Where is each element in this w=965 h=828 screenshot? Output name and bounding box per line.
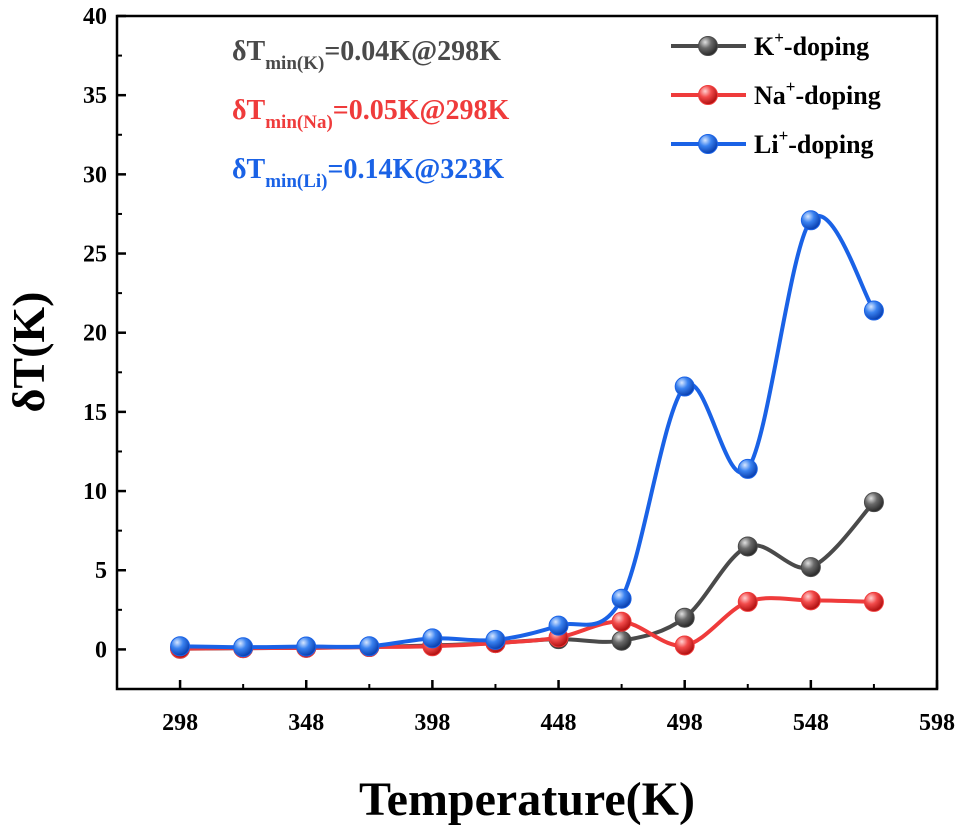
legend-swatch-marker (698, 36, 718, 56)
series-na-point (674, 635, 695, 656)
y-tick-label: 5 (95, 558, 107, 584)
series-li-point (863, 300, 884, 321)
x-tick-label: 448 (541, 710, 577, 736)
series-layer (170, 210, 884, 659)
legend: K+-doping Na+-doping Li+-doping (671, 28, 881, 159)
y-tick-label: 15 (83, 400, 107, 426)
y-tick-label: 20 (83, 321, 107, 347)
y-axis-title: δT(K) (3, 292, 54, 413)
x-axis-title: Temperature(K) (359, 773, 695, 826)
annotation-2: δTmin(Na)=0.05K@298K (232, 95, 510, 133)
series-li-line (180, 214, 876, 650)
legend-swatch-marker (698, 85, 718, 105)
annotation-3: δTmin(Li)=0.14K@323K (232, 154, 504, 192)
series-li-point (800, 210, 821, 231)
x-tick-label: 498 (667, 710, 703, 736)
legend-item-li: Li+-doping (671, 126, 874, 159)
x-axis: 298 348 398 448 498 548 598 (162, 680, 955, 736)
series-li-point (737, 458, 758, 479)
series-na-point (737, 591, 758, 612)
x-tick-label: 598 (919, 710, 955, 736)
series-na-point (800, 590, 821, 611)
series-li-point (170, 636, 191, 657)
legend-item-k: K+-doping (671, 28, 869, 61)
series-na-line (180, 596, 874, 651)
series-na-point (611, 611, 632, 632)
x-tick-label: 548 (793, 710, 829, 736)
series-na-point (863, 591, 884, 612)
annotations: δTmin(K)=0.04K@298K δTmin(Na)=0.05K@298K δ… (232, 36, 510, 192)
series-li-point (296, 636, 317, 657)
legend-item-na: Na+-doping (671, 77, 881, 110)
y-tick-label: 25 (83, 242, 107, 268)
series-li-point (359, 636, 380, 657)
legend-label: Na+-doping (754, 77, 881, 110)
x-tick-label: 298 (162, 710, 198, 736)
series-li-point (233, 637, 254, 658)
y-tick-label: 40 (83, 4, 107, 30)
series-k-point (800, 557, 821, 578)
y-tick-label: 35 (83, 83, 107, 109)
legend-swatch-marker (698, 134, 718, 154)
y-tick-label: 30 (83, 162, 107, 188)
series-li-point (548, 615, 569, 636)
annotation-1: δTmin(K)=0.04K@298K (232, 36, 501, 74)
series-li (170, 210, 884, 658)
series-k-point (611, 630, 632, 651)
series-k-line (180, 500, 876, 651)
series-li-point (611, 588, 632, 609)
series-k-point (737, 536, 758, 557)
legend-label: Li+-doping (754, 126, 874, 159)
plot-frame (115, 14, 939, 691)
series-li-point (485, 629, 506, 650)
series-li-point (422, 628, 443, 649)
series-k-point (674, 607, 695, 628)
y-tick-label: 10 (83, 479, 107, 505)
plot-border (115, 14, 939, 691)
x-tick-label: 398 (414, 710, 450, 736)
x-tick-label: 348 (288, 710, 324, 736)
series-k-point (863, 492, 884, 513)
y-tick-label: 0 (95, 637, 107, 663)
y-axis: 0 5 10 15 20 25 30 35 40 (83, 4, 126, 663)
legend-label: K+-doping (754, 28, 869, 61)
series-li-point (674, 376, 695, 397)
